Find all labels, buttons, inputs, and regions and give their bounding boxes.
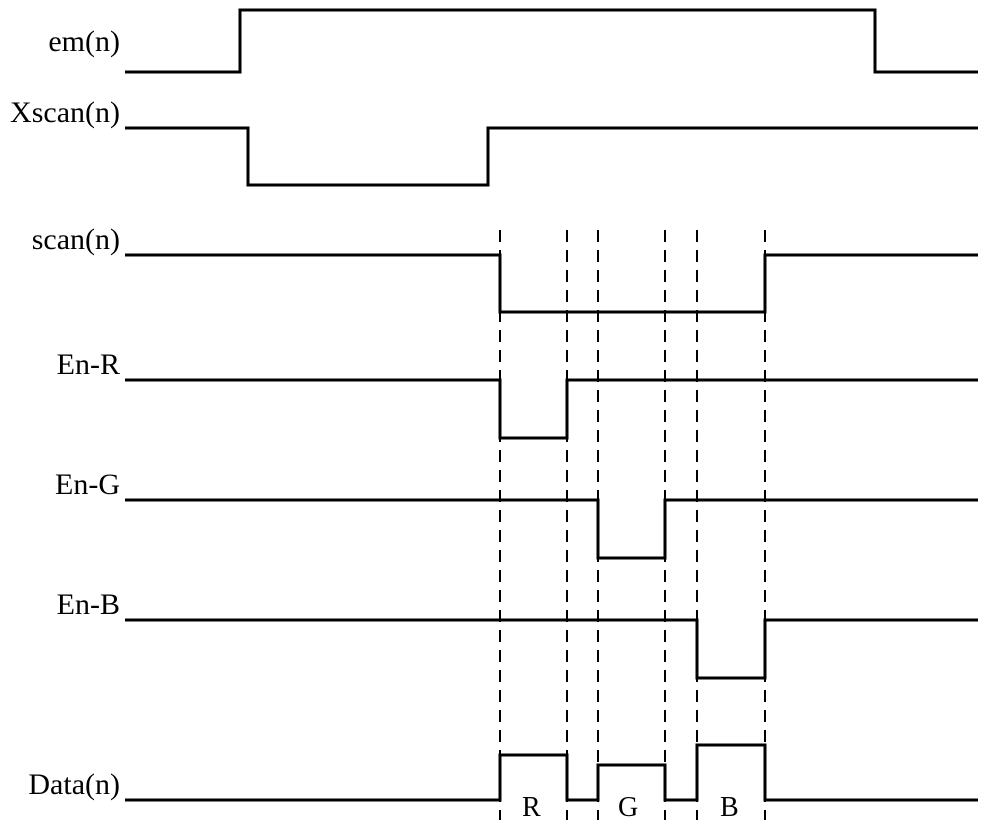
waveform-canvas — [0, 0, 1000, 830]
timing-diagram: em(n) Xscan(n) scan(n) En-R En-G En-B Da… — [0, 0, 1000, 830]
